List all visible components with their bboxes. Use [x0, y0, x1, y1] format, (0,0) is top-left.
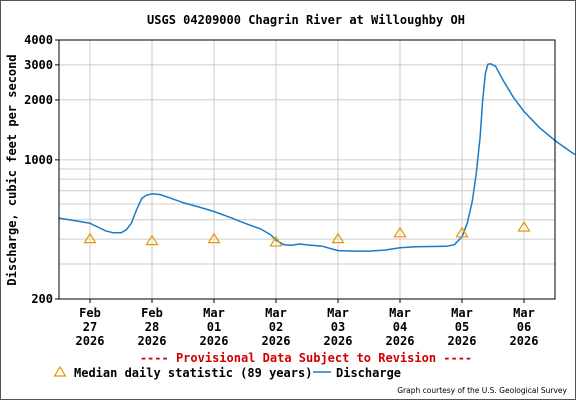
- x-tick-label: 2026: [200, 334, 229, 348]
- median-marker: [455, 226, 469, 238]
- chart-title: USGS 04209000 Chagrin River at Willoughb…: [147, 13, 465, 27]
- median-legend-icon: [53, 365, 67, 377]
- credit-text: Graph courtesy of the U.S. Geological Su…: [397, 386, 567, 395]
- x-tick-label: 2026: [448, 334, 477, 348]
- discharge-line: [58, 62, 576, 252]
- x-tick-label: 02: [269, 320, 283, 334]
- y-ticks: 200 1000 2000 3000 4000: [24, 33, 59, 306]
- median-marker: [393, 226, 407, 238]
- y-tick-label: 3000: [24, 58, 53, 72]
- x-tick-label: 05: [455, 320, 469, 334]
- median-legend-label: Median daily statistic (89 years): [74, 366, 312, 380]
- x-tick-label: 2026: [324, 334, 353, 348]
- x-tick-label: 2026: [262, 334, 291, 348]
- x-tick-label: Feb: [79, 306, 101, 320]
- series-layer: [58, 62, 576, 252]
- median-marker: [83, 232, 97, 244]
- x-tick-label: 28: [145, 320, 159, 334]
- x-tick-label: Mar: [327, 306, 349, 320]
- x-tick-label: 04: [393, 320, 407, 334]
- discharge-legend-label: Discharge: [336, 366, 401, 380]
- median-marker: [331, 232, 345, 244]
- x-ticks: Feb272026Feb282026Mar012026Mar022026Mar0…: [76, 299, 539, 348]
- x-tick-label: Mar: [389, 306, 411, 320]
- grid-layer: [59, 40, 555, 299]
- y-tick-label: 2000: [24, 93, 53, 107]
- x-tick-label: 2026: [76, 334, 105, 348]
- x-tick-label: Mar: [513, 306, 535, 320]
- x-tick-label: 27: [83, 320, 97, 334]
- x-tick-label: Feb: [141, 306, 163, 320]
- legend: Median daily statistic (89 years) Discha…: [53, 365, 401, 380]
- provisional-notice: ---- Provisional Data Subject to Revisio…: [140, 351, 472, 365]
- x-tick-label: 2026: [138, 334, 167, 348]
- x-tick-label: Mar: [451, 306, 473, 320]
- x-tick-label: 2026: [510, 334, 539, 348]
- x-tick-label: 03: [331, 320, 345, 334]
- x-tick-label: Mar: [203, 306, 225, 320]
- x-tick-label: Mar: [265, 306, 287, 320]
- x-tick-label: 2026: [386, 334, 415, 348]
- y-tick-label: 4000: [24, 33, 53, 47]
- median-marker: [145, 234, 159, 246]
- y-tick-label: 200: [31, 292, 53, 306]
- median-marker: [517, 220, 531, 232]
- median-marker: [207, 232, 221, 244]
- plot-border: [58, 39, 556, 300]
- x-tick-label: 06: [517, 320, 531, 334]
- y-axis-label: Discharge, cubic feet per second: [5, 54, 19, 285]
- median-marker: [269, 235, 283, 247]
- x-tick-label: 01: [207, 320, 221, 334]
- y-tick-label: 1000: [24, 153, 53, 167]
